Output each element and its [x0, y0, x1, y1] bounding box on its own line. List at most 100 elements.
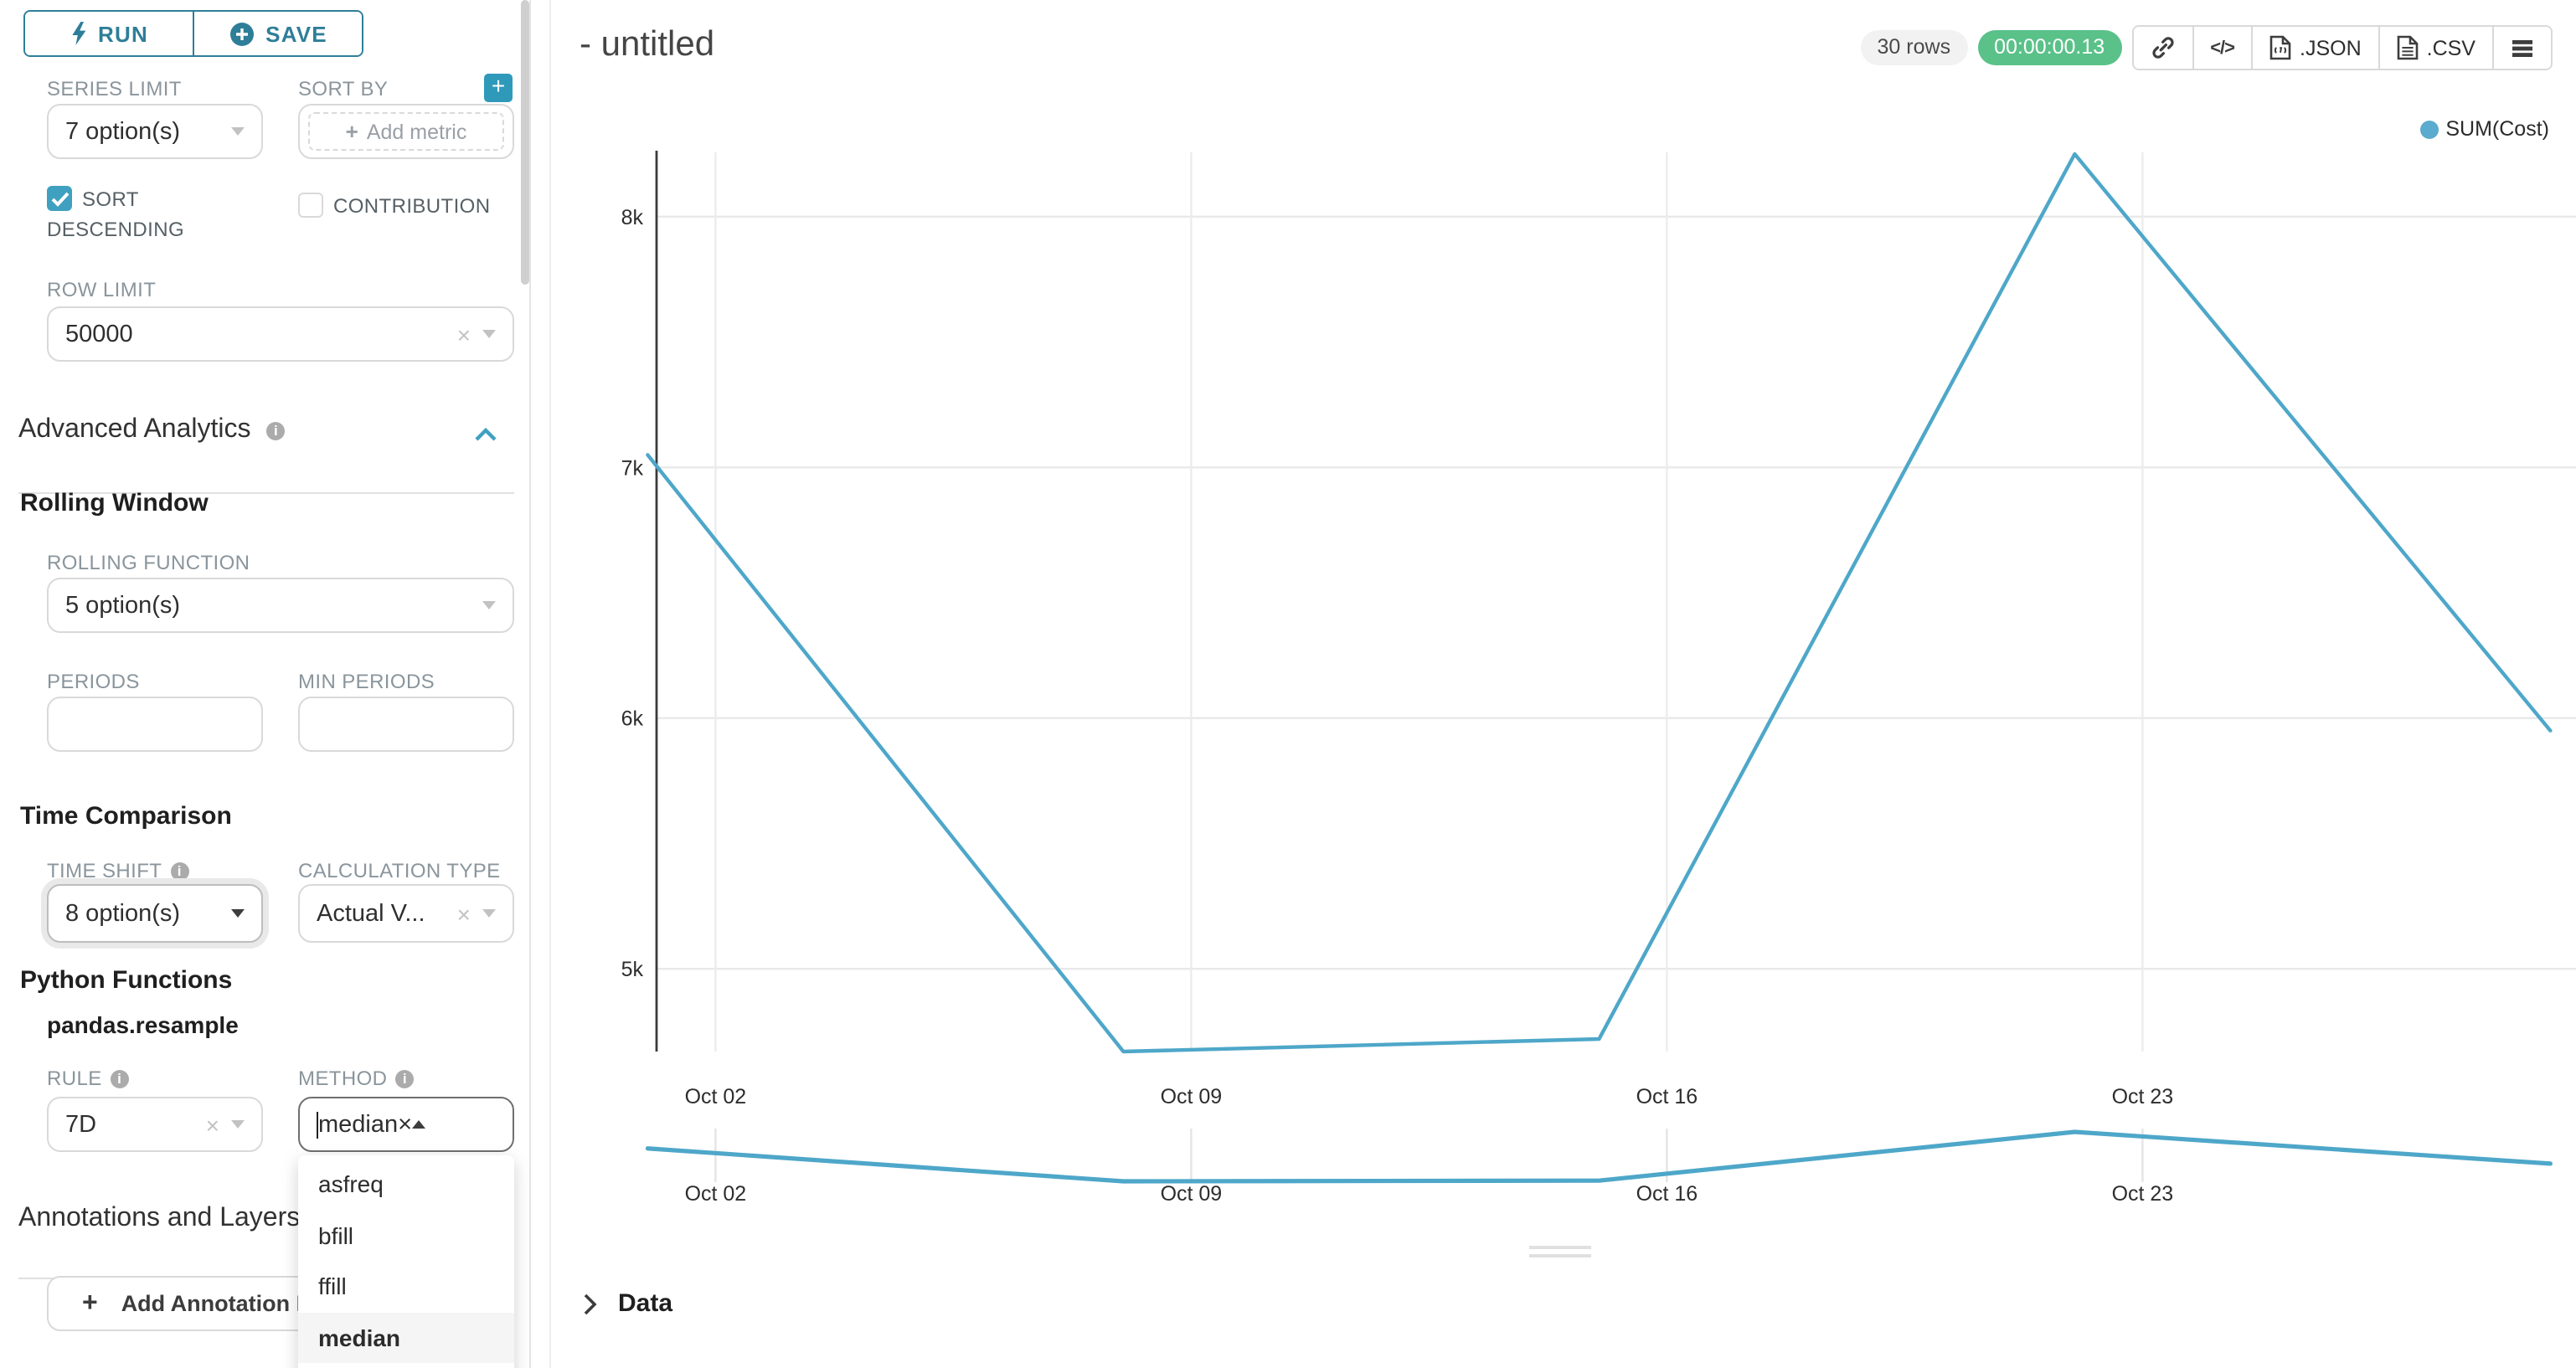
- contribution-option[interactable]: CONTRIBUTION: [298, 191, 526, 221]
- sort-by-label: SORT BY: [298, 77, 389, 100]
- sort-descending-checkbox[interactable]: [47, 186, 72, 211]
- calculation-type-label: CALCULATION TYPE: [298, 859, 501, 882]
- plus-icon: +: [82, 1288, 98, 1317]
- navigator-label: Oct 02: [685, 1182, 747, 1206]
- chevron-down-icon: [231, 127, 245, 136]
- panel-resize-handle[interactable]: [1529, 1246, 1591, 1261]
- method-option-ffill[interactable]: ffill: [318, 1273, 347, 1300]
- contribution-label: CONTRIBUTION: [333, 194, 491, 218]
- lightning-icon: [71, 22, 85, 45]
- series-limit-value: 7 option(s): [65, 118, 181, 145]
- info-icon: i: [110, 1070, 129, 1088]
- data-panel-toggle[interactable]: Data: [583, 1289, 672, 1318]
- chart-title[interactable]: - untitled: [580, 25, 715, 64]
- run-save-group: RUN SAVE: [23, 10, 363, 57]
- clear-icon[interactable]: ×: [398, 1111, 413, 1138]
- rolling-function-value: 5 option(s): [65, 592, 181, 619]
- rule-select[interactable]: 7D ×: [47, 1097, 263, 1152]
- time-shift-select[interactable]: 8 option(s): [47, 884, 263, 943]
- line-chart[interactable]: 8k 7k 6k 5k Oct 02 Oct 02 Oct 09 Oct 09 Oct 16 Oc…: [551, 0, 2576, 1273]
- method-label: METHOD i: [298, 1067, 415, 1090]
- y-axis-label: 5k: [621, 958, 644, 981]
- chevron-down-icon: [231, 909, 245, 918]
- x-axis-label: Oct 09: [1161, 1085, 1223, 1108]
- periods-label: PERIODS: [47, 670, 140, 693]
- min-periods-input[interactable]: [298, 697, 514, 752]
- method-option-bfill[interactable]: bfill: [318, 1221, 354, 1249]
- legend[interactable]: SUM(Cost): [2420, 117, 2549, 141]
- python-functions-title: Python Functions: [20, 966, 233, 995]
- row-limit-label: ROW LIMIT: [47, 278, 157, 301]
- rolling-window-title: Rolling Window: [20, 489, 209, 517]
- legend-label: SUM(Cost): [2445, 117, 2549, 141]
- min-periods-label: MIN PERIODS: [298, 670, 435, 693]
- chart-panel: - untitled 30 rows 00:00:00.13 </> .JSON…: [549, 0, 2576, 1368]
- navigator-label: Oct 16: [1636, 1182, 1698, 1206]
- sort-by-field[interactable]: + Add metric: [298, 104, 514, 159]
- method-dropdown: asfreq bfill ffill median: [298, 1155, 514, 1368]
- clear-icon[interactable]: ×: [456, 900, 471, 927]
- csv-label: .CSV: [2426, 36, 2476, 59]
- collapse-section-chevron[interactable]: [474, 427, 497, 442]
- time-shift-label: TIME SHIFT i: [47, 859, 189, 882]
- rolling-function-label: ROLLING FUNCTION: [47, 551, 250, 574]
- sort-descending-option[interactable]: SORT DESCENDING: [47, 184, 268, 244]
- contribution-checkbox[interactable]: [298, 193, 323, 218]
- info-icon: i: [170, 862, 189, 881]
- json-file-icon: [2269, 35, 2291, 60]
- check-icon: [51, 192, 70, 207]
- x-axis-label: Oct 16: [1636, 1085, 1698, 1108]
- chevron-up-icon: [412, 1120, 426, 1129]
- export-button-group: </> .JSON .CSV: [2131, 25, 2553, 70]
- y-axis-label: 7k: [621, 456, 644, 480]
- calculation-type-select[interactable]: Actual V... ×: [298, 884, 514, 943]
- run-label: RUN: [98, 21, 148, 46]
- clear-icon[interactable]: ×: [205, 1111, 219, 1138]
- annotations-title: Annotations and Layers: [18, 1204, 301, 1232]
- chevron-down-icon: [231, 1120, 245, 1129]
- y-axis-label: 8k: [621, 206, 644, 229]
- row-limit-value: 50000: [65, 321, 133, 347]
- json-label: .JSON: [2300, 36, 2362, 59]
- series-limit-label: SERIES LIMIT: [47, 77, 182, 100]
- clear-icon[interactable]: ×: [456, 321, 471, 347]
- download-json-button[interactable]: .JSON: [2251, 27, 2378, 69]
- chart-menu-button[interactable]: [2492, 27, 2551, 69]
- embed-code-button[interactable]: </>: [2192, 27, 2251, 69]
- add-sort-metric-button[interactable]: +: [484, 73, 513, 102]
- advanced-analytics-section: Advanced Analytics i: [18, 415, 514, 494]
- chevron-down-icon: [482, 601, 496, 609]
- rolling-function-select[interactable]: 5 option(s): [47, 578, 514, 633]
- method-option-asfreq[interactable]: asfreq: [318, 1170, 384, 1198]
- time-comparison-title: Time Comparison: [20, 802, 232, 831]
- query-timer-badge: 00:00:00.13: [1977, 30, 2122, 65]
- sort-descending-label: SORT DESCENDING: [47, 188, 185, 241]
- method-combobox[interactable]: median ×: [298, 1097, 514, 1152]
- series-limit-select[interactable]: 7 option(s): [47, 104, 263, 159]
- method-value: median: [318, 1111, 399, 1138]
- pandas-resample-title: pandas.resample: [47, 1011, 239, 1038]
- text-cursor: [317, 1111, 318, 1138]
- navigator-line: [645, 1129, 2553, 1184]
- sidebar-scrollbar[interactable]: [521, 0, 529, 285]
- calculation-type-value: Actual V...: [317, 900, 425, 927]
- run-button[interactable]: RUN: [25, 12, 193, 55]
- plus-icon: +: [345, 119, 358, 144]
- copy-link-button[interactable]: [2133, 27, 2192, 69]
- rule-value: 7D: [65, 1111, 97, 1138]
- row-limit-select[interactable]: 50000 ×: [47, 306, 514, 362]
- advanced-analytics-title: Advanced Analytics: [18, 415, 251, 444]
- annotations-section: Annotations and Layers: [18, 1204, 514, 1279]
- method-option-median[interactable]: median: [298, 1312, 514, 1363]
- row-count-badge: 30 rows: [1860, 30, 1968, 65]
- add-metric-dropzone[interactable]: + Add metric: [308, 112, 504, 151]
- download-csv-button[interactable]: .CSV: [2378, 27, 2492, 69]
- chevron-right-icon: [584, 1293, 597, 1315]
- info-icon: i: [395, 1070, 415, 1088]
- save-button[interactable]: SAVE: [193, 12, 362, 55]
- results-toolbar: 30 rows 00:00:00.13 </> .JSON .CSV: [1860, 25, 2553, 70]
- periods-input[interactable]: [47, 697, 263, 752]
- navigator-label: Oct 23: [2112, 1182, 2174, 1206]
- plus-circle-icon: [229, 22, 254, 45]
